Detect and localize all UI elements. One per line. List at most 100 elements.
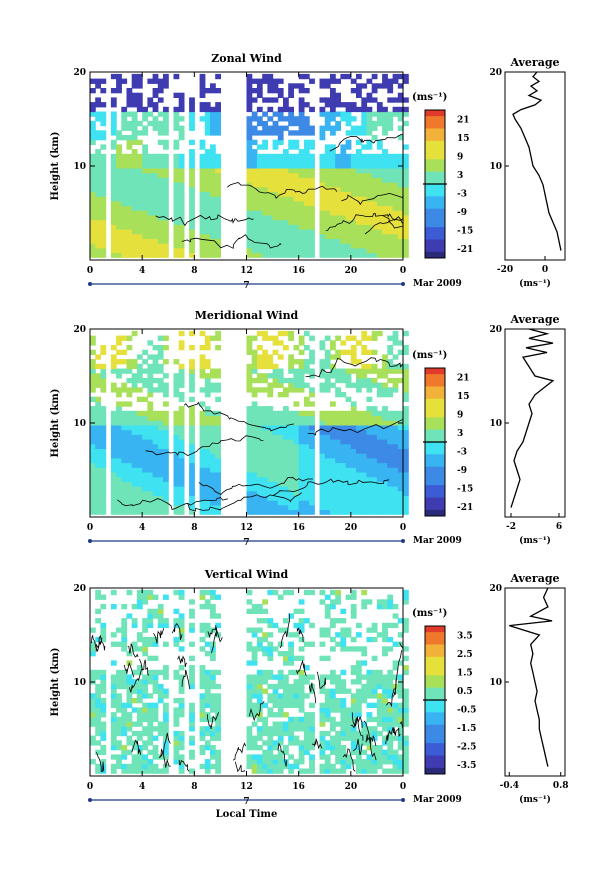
heatmap-cell (340, 618, 347, 624)
heatmap-cell (350, 490, 357, 496)
heatmap-cell (100, 406, 107, 412)
heatmap-cell (387, 702, 394, 708)
heatmap-cell (110, 693, 117, 699)
colorbar-segment (425, 644, 445, 652)
heatmap-cell (147, 500, 154, 506)
heatmap-cell (131, 167, 138, 174)
heatmap-cell (131, 130, 138, 136)
heatmap-cell (288, 120, 294, 127)
heatmap-cell (100, 632, 107, 638)
heatmap-cell (387, 749, 394, 755)
heatmap-cell (277, 167, 284, 174)
heatmap-cell (283, 163, 289, 169)
heatmap-cell (371, 135, 378, 141)
heatmap-cell (356, 457, 362, 464)
heatmap-cell (309, 745, 315, 751)
heatmap-cell (345, 158, 352, 164)
heatmap-cell (90, 359, 96, 365)
colorbar-segment (425, 386, 445, 394)
heatmap-cell (319, 476, 326, 482)
heatmap-cell (335, 229, 341, 235)
heatmap-cell (126, 167, 133, 174)
heatmap-cell (90, 368, 96, 374)
heatmap-cell (152, 92, 159, 98)
heatmap-cell (319, 97, 326, 103)
heatmap-cell (272, 768, 279, 774)
heatmap-cell (403, 618, 409, 624)
heatmap-cell (136, 453, 143, 459)
heatmap-cell (126, 359, 133, 365)
heatmap-cell (189, 716, 195, 723)
heatmap-cell (116, 78, 122, 84)
heatmap-cell (215, 106, 221, 113)
heatmap-cell (256, 486, 263, 492)
heatmap-cell (303, 740, 310, 746)
heatmap-cell (283, 415, 289, 421)
heatmap-cell (403, 167, 409, 174)
heatmap-cell (147, 721, 154, 727)
heatmap-cell (356, 368, 362, 374)
heatmap-cell (303, 233, 310, 239)
heatmap-cell (277, 368, 284, 374)
heatmap-cell (319, 387, 326, 393)
heatmap-cell (350, 167, 357, 174)
heatmap-cell (126, 125, 133, 131)
heatmap-cell (126, 247, 133, 254)
heatmap-cell (340, 172, 347, 178)
heatmap-cell (116, 627, 122, 633)
heatmap-cell (309, 763, 315, 770)
heatmap-cell (371, 214, 378, 221)
heatmap-cell (199, 453, 206, 459)
heatmap-cell (157, 730, 164, 737)
heatmap-cell (204, 599, 211, 605)
heatmap-cell (356, 439, 362, 445)
heatmap-cell (361, 377, 368, 384)
heatmap-cell (178, 406, 185, 412)
colorbar-tick-label: -3 (457, 189, 467, 199)
heatmap-cell (397, 200, 404, 207)
heatmap-cell (126, 702, 133, 708)
heatmap-cell (157, 205, 164, 211)
heatmap-cell (256, 172, 263, 178)
heatmap-cell (173, 144, 180, 150)
heatmap-cell (288, 83, 294, 89)
heatmap-cell (319, 200, 326, 207)
heatmap-cell (272, 200, 279, 207)
heatmap-cell (371, 83, 378, 89)
heatmap-cell (126, 229, 133, 235)
heatmap-cell (95, 763, 101, 770)
heatmap-cell (387, 740, 394, 746)
heatmap-cell (298, 448, 305, 454)
heatmap-cell (215, 335, 221, 341)
heatmap-cell (210, 163, 216, 169)
heatmap-cell (251, 401, 258, 407)
heatmap-cell (303, 153, 310, 160)
heatmap-cell (121, 172, 128, 178)
heatmap-cell (204, 434, 211, 440)
heatmap-cell (131, 182, 138, 188)
heatmap-cell (361, 210, 368, 216)
heatmap-cell (319, 219, 326, 225)
heatmap-cell (246, 247, 253, 254)
heatmap-cell (136, 420, 143, 426)
heatmap-cell (382, 500, 388, 506)
heatmap-cell (330, 509, 336, 515)
heatmap-cell (204, 674, 211, 680)
heatmap-cell (345, 759, 352, 765)
heatmap-cell (110, 462, 117, 468)
heatmap-cell (157, 78, 164, 84)
heatmap-cell (215, 158, 221, 164)
heatmap-cell (163, 144, 169, 150)
colorbar-segment (425, 368, 445, 375)
heatmap-cell (330, 111, 336, 117)
heatmap-cell (319, 130, 326, 136)
heatmap-cell (382, 182, 388, 188)
heatmap-cell (345, 106, 352, 113)
heatmap-cell (251, 651, 258, 657)
heatmap-cell (345, 429, 352, 435)
heatmap-cell (267, 749, 274, 755)
heatmap-cell (361, 424, 368, 431)
heatmap-cell (330, 622, 336, 629)
heatmap-cell (142, 448, 148, 454)
heatmap-cell (246, 210, 253, 216)
